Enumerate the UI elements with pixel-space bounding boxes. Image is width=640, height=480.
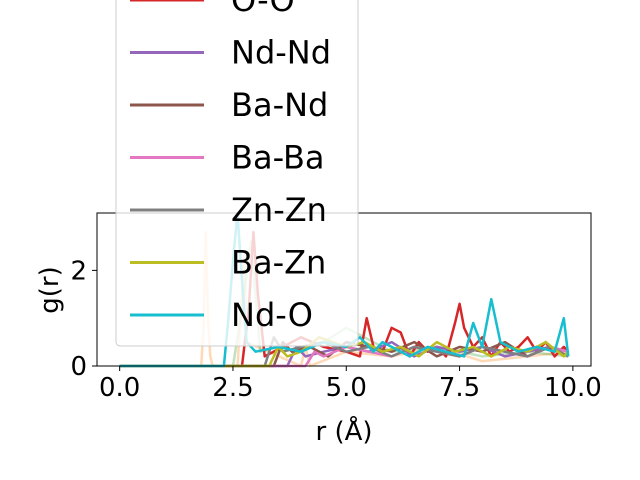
legend-label: Ba-Nd <box>231 86 328 124</box>
legend-label: Nd-O <box>231 296 313 334</box>
x-ticks: 0.0 2.5 5.0 7.5 10.0 <box>99 366 602 403</box>
x-tick-label: 5.0 <box>326 373 367 403</box>
legend-box <box>115 0 359 347</box>
legend-label: Ba-Zn <box>231 244 326 282</box>
x-tick-label: 0.0 <box>99 373 140 403</box>
legend-label: Zn-Zn <box>231 191 327 229</box>
legend: O-O Nd-Nd Ba-Nd Ba-Ba Zn-Zn Ba-Zn Nd-O <box>115 0 359 347</box>
x-tick-label: 10.0 <box>544 373 602 403</box>
y-axis-label: g(r) <box>35 266 65 313</box>
legend-label: Nd-Nd <box>231 34 331 72</box>
y-tick-label: 2 <box>70 256 87 286</box>
x-tick-label: 2.5 <box>212 373 253 403</box>
y-ticks: 02 <box>70 256 97 382</box>
x-axis-label: r (Å) <box>315 415 372 447</box>
legend-label: Ba-Ba <box>231 139 325 177</box>
legend-label: O-O <box>231 0 295 19</box>
x-tick-label: 7.5 <box>439 373 480 403</box>
y-tick-label: 0 <box>70 352 87 382</box>
